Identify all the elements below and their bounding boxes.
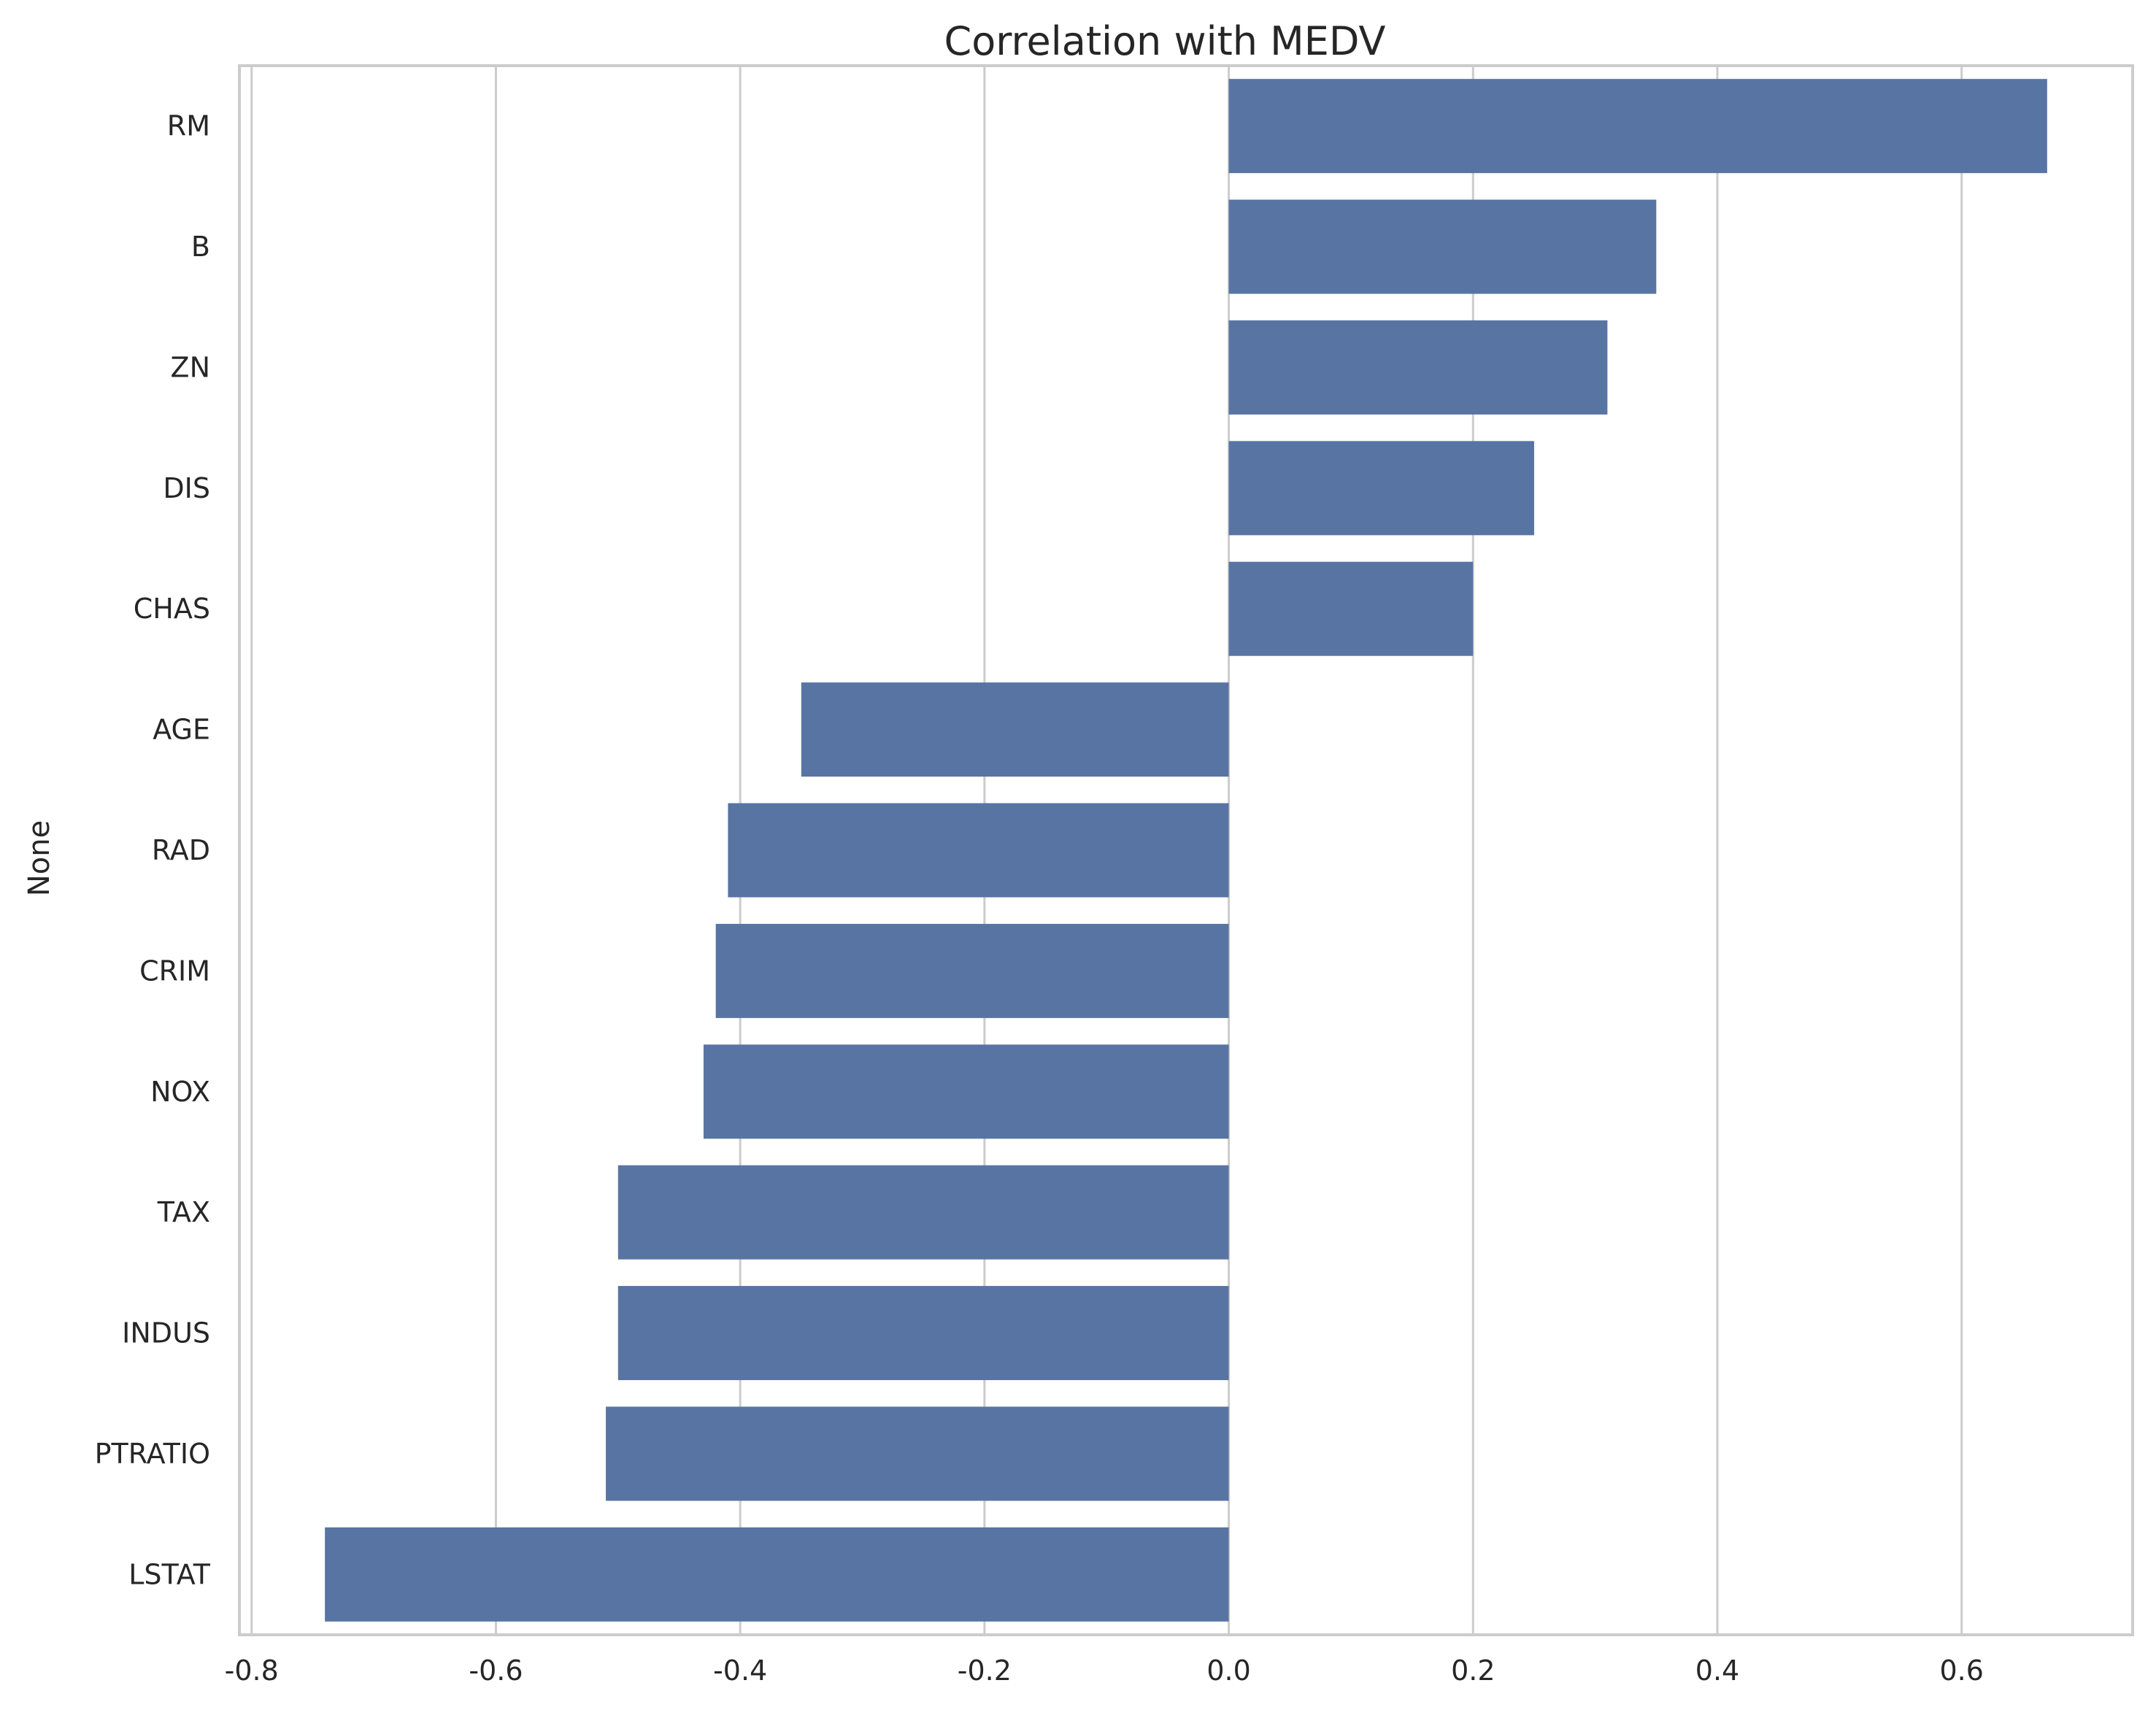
y-tick-label: TAX (157, 1196, 210, 1228)
bar-nox (703, 1044, 1229, 1139)
y-tick-label: CHAS (134, 593, 210, 625)
y-tick-label: ZN (171, 351, 210, 383)
y-axis-ticks: RM B ZN DIS CHAS AGE RAD CRIM NOX TAX INDUS PTRATIO… (95, 110, 211, 1591)
bar-indus (617, 1286, 1229, 1381)
bar-tax (617, 1165, 1229, 1260)
chart-title: Correlation with MEDV (944, 18, 1386, 64)
bar-chas (1228, 561, 1474, 656)
bar-zn (1228, 320, 1608, 415)
y-tick-label: RAD (152, 834, 210, 866)
bar-b (1228, 199, 1657, 294)
bar-age (801, 682, 1229, 777)
bars (325, 79, 2047, 1622)
y-tick-label: AGE (153, 714, 210, 746)
y-tick-label: NOX (150, 1076, 210, 1108)
x-tick-label: -0.4 (713, 1655, 767, 1687)
y-axis-label: None (23, 820, 56, 896)
y-tick-label: LSTAT (128, 1558, 211, 1590)
plot-frame (238, 64, 2134, 1636)
y-tick-label: DIS (163, 472, 210, 504)
y-tick-label: PTRATIO (95, 1438, 210, 1470)
y-tick-label: B (191, 231, 210, 263)
bar-rad (728, 803, 1229, 898)
y-tick-label: CRIM (139, 955, 210, 987)
bar-ptratio (606, 1406, 1229, 1501)
bar-rm (1228, 79, 2047, 174)
x-tick-label: -0.2 (958, 1655, 1012, 1687)
x-tick-label: 0.0 (1206, 1655, 1250, 1687)
x-tick-label: 0.6 (1939, 1655, 1983, 1687)
y-tick-label: RM (167, 110, 210, 142)
x-tick-label: -0.8 (225, 1655, 279, 1687)
bar-dis (1228, 441, 1534, 536)
x-tick-label: 0.2 (1451, 1655, 1495, 1687)
y-tick-label: INDUS (122, 1317, 210, 1349)
x-tick-label: 0.4 (1695, 1655, 1739, 1687)
x-tick-label: -0.6 (469, 1655, 523, 1687)
bar-crim (715, 923, 1229, 1018)
bar-lstat (325, 1527, 1229, 1622)
x-axis-ticks: -0.8 -0.6 -0.4 -0.2 0.0 0.2 0.4 0.6 (225, 1655, 1984, 1687)
